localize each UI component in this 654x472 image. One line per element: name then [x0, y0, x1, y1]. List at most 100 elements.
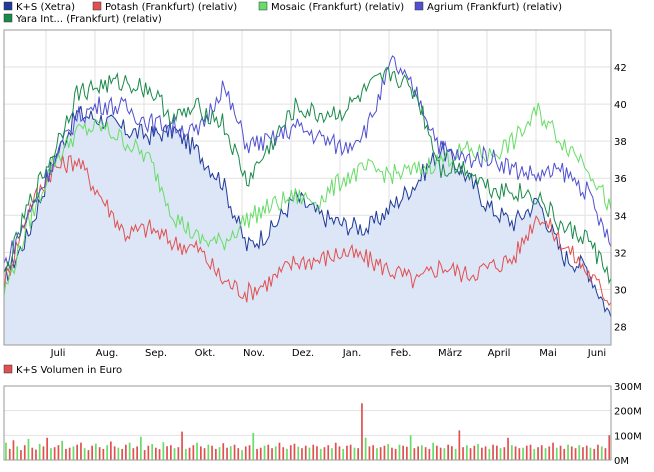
volume-bar [361, 403, 363, 460]
volume-bar [511, 445, 513, 460]
volume-bar [158, 449, 161, 460]
volume-bar [98, 447, 101, 460]
volume-bar [121, 448, 123, 460]
volume-bar [188, 447, 191, 460]
volume-bar [162, 442, 165, 460]
volume-bar [271, 448, 273, 460]
volume-bar [50, 448, 52, 460]
volume-bar [574, 448, 577, 460]
volume-bar [76, 444, 78, 460]
volume-bar [31, 447, 34, 460]
volume-bar [42, 446, 45, 460]
volume-bar [589, 447, 592, 460]
volume-bar [203, 448, 206, 460]
volume-bar [383, 445, 386, 460]
volume-bar [128, 442, 131, 460]
volume-bar [529, 444, 532, 460]
main-chart-area [4, 106, 611, 345]
volume-bar [597, 444, 599, 460]
volume-bar [256, 448, 258, 460]
y-tick-label: 28 [614, 322, 627, 333]
volume-bar [458, 430, 461, 460]
volume-bar [540, 445, 543, 460]
volume-bar [87, 450, 90, 460]
volume-bar [544, 448, 547, 460]
chart-legend: K+S (Xetra) Potash (Frankfurt) (relativ) M… [3, 1, 562, 25]
volume-bar [402, 445, 404, 460]
volume-bar [177, 447, 180, 460]
y-tick-label: 30 [614, 285, 627, 296]
volume-bar [368, 446, 371, 460]
volume-bar [38, 444, 41, 460]
volume-bar [241, 450, 243, 460]
volume-bar [61, 440, 63, 460]
x-tick-label: Aug. [96, 348, 119, 359]
volume-legend-swatch [3, 364, 13, 374]
volume-y-tick-label: 0M [614, 456, 629, 467]
volume-bar [525, 445, 528, 460]
volume-bar [192, 445, 195, 460]
volume-bar [95, 443, 97, 460]
volume-bar [585, 445, 588, 460]
series-area-ks [4, 106, 611, 345]
volume-bar [113, 446, 116, 460]
volume-bar [207, 444, 210, 460]
legend-swatch [3, 1, 13, 11]
volume-bar [222, 443, 225, 460]
volume-bar [173, 448, 176, 460]
volume-bar [443, 448, 446, 460]
volume-bar [447, 444, 449, 460]
legend-label: Yara Int... (Frankfurt) (relativ) [15, 14, 162, 25]
volume-bar [398, 444, 401, 460]
volume-bar [151, 444, 153, 460]
volume-bar [439, 447, 442, 460]
series-line-0 [3, 105, 612, 318]
volume-bar [200, 446, 202, 460]
volume-bar [143, 450, 146, 460]
x-tick-label: Juli [50, 348, 66, 359]
x-tick-label: April [488, 348, 511, 359]
x-tick-label: Juni [587, 348, 606, 359]
volume-bar [286, 448, 288, 460]
volume-bar [379, 447, 382, 460]
volume-bar [555, 447, 558, 460]
volume-bar [5, 442, 7, 460]
x-tick-label: Okt. [195, 348, 216, 359]
volume-bar [12, 440, 15, 460]
volume-bar [319, 448, 322, 460]
series-line-4 [3, 67, 612, 285]
legend-label: K+S (Xetra) [16, 2, 75, 13]
volume-bar [342, 448, 344, 460]
volume-bar [244, 446, 247, 460]
volume-bar [237, 448, 240, 460]
volume-bar [578, 445, 581, 460]
volume-bar [53, 447, 56, 460]
volume-bar [334, 442, 337, 460]
volume-chart-frame [3, 385, 612, 461]
volume-bar [559, 445, 562, 460]
volume-bar [451, 446, 453, 460]
volume-bar [496, 445, 498, 460]
x-tick-label: Jan. [342, 348, 362, 359]
volume-bar [91, 445, 93, 460]
volume-bars [5, 403, 611, 460]
volume-bar [436, 445, 438, 460]
legend-label: Agrium (Frankfurt) (relativ) [427, 2, 562, 13]
volume-bar [406, 446, 408, 460]
volume-bar [274, 446, 277, 460]
volume-bar [477, 444, 479, 460]
volume-bar [170, 445, 172, 460]
y-tick-label: 34 [614, 211, 627, 222]
volume-bar [563, 448, 566, 460]
volume-bar [432, 442, 434, 460]
legend-swatch [3, 13, 13, 23]
volume-bar [293, 443, 296, 460]
volume-bar [552, 442, 554, 460]
volume-bar [421, 445, 423, 460]
legend-swatch [258, 1, 268, 11]
volume-bar [593, 448, 596, 460]
volume-bar [567, 444, 569, 460]
volume-bar [503, 447, 506, 460]
